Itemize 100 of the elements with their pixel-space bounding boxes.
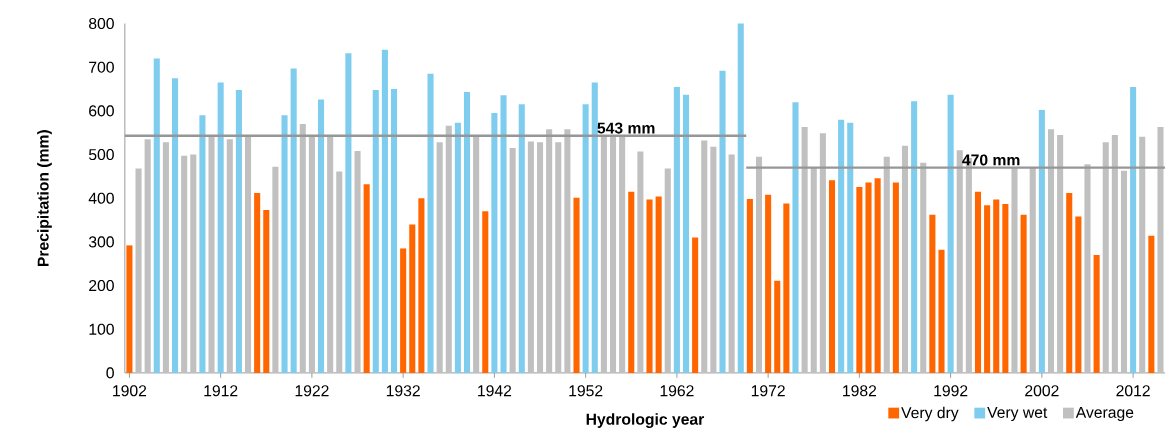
- bar: [162, 142, 169, 374]
- bar: [728, 154, 735, 374]
- y-axis-title: Precipitation (mm): [37, 130, 52, 267]
- bar: [609, 135, 617, 374]
- bar: [947, 94, 954, 374]
- bar: [172, 78, 179, 374]
- bar: [290, 68, 297, 374]
- bar: [1057, 135, 1064, 374]
- bar: [692, 237, 699, 374]
- bar: [272, 166, 279, 374]
- bar: [135, 168, 142, 374]
- bar: [208, 135, 215, 374]
- bar: [473, 135, 480, 374]
- y-tick-label: 100: [89, 323, 114, 335]
- bar: [327, 135, 334, 374]
- bar: [1148, 235, 1155, 374]
- bar: [427, 73, 434, 374]
- x-tick-label: 1952: [569, 385, 603, 397]
- bar: [564, 129, 571, 374]
- bar: [600, 135, 607, 374]
- bar: [1111, 135, 1118, 374]
- bar: [144, 139, 151, 374]
- bar: [838, 119, 845, 374]
- bar: [637, 151, 644, 374]
- legend-label: Very wet: [987, 407, 1048, 422]
- x-tick-label: 1982: [843, 385, 877, 397]
- legend-label: Average: [1075, 407, 1134, 422]
- bar: [901, 145, 909, 374]
- bar: [536, 142, 544, 374]
- bar: [527, 141, 534, 374]
- bar: [509, 148, 516, 374]
- bar: [984, 205, 991, 374]
- bar: [673, 87, 680, 374]
- bar: [828, 180, 836, 374]
- bar: [126, 245, 133, 374]
- x-tick-label: 2002: [1025, 385, 1059, 397]
- x-tick-label: 1942: [478, 385, 512, 397]
- annotation: 470 mm: [962, 154, 1020, 166]
- bar: [217, 82, 224, 374]
- bar: [363, 184, 370, 374]
- bar: [874, 178, 881, 374]
- bar: [1093, 255, 1100, 374]
- bar: [1038, 110, 1045, 374]
- bar: [892, 182, 899, 374]
- bar: [664, 168, 671, 374]
- bar: [801, 127, 808, 374]
- bar: [482, 211, 489, 374]
- bar: [1130, 87, 1137, 374]
- bar: [929, 214, 936, 374]
- bar: [1047, 129, 1055, 374]
- bar: [546, 129, 553, 374]
- bar: [317, 99, 325, 374]
- bar: [974, 191, 982, 374]
- bar: [1011, 167, 1018, 374]
- bar: [993, 199, 1000, 374]
- bar: [445, 125, 452, 374]
- bar: [573, 197, 580, 374]
- bar: [190, 154, 197, 374]
- bar: [682, 94, 690, 374]
- y-tick-label: 300: [88, 236, 114, 248]
- bar: [1139, 136, 1146, 374]
- bar: [865, 182, 872, 374]
- x-tick-label: 2012: [1116, 385, 1150, 397]
- bar: [281, 115, 288, 374]
- bar: [235, 90, 242, 374]
- bar: [591, 82, 598, 374]
- bar: [254, 193, 261, 374]
- y-tick-label: 600: [89, 105, 114, 117]
- x-tick-label: 1992: [934, 385, 968, 397]
- bar: [774, 280, 781, 374]
- x-tick-label: 1922: [295, 385, 329, 397]
- x-tick-label: 1962: [660, 385, 694, 397]
- bar: [701, 140, 708, 374]
- x-axis-title: Hydrologic year: [586, 413, 705, 429]
- bar: [181, 156, 188, 374]
- bar: [263, 210, 270, 374]
- bar: [1102, 142, 1109, 374]
- bar: [463, 92, 471, 374]
- bar: [390, 89, 398, 374]
- bar: [710, 146, 717, 374]
- bar: [792, 102, 799, 374]
- bar: [1157, 127, 1164, 374]
- bar: [555, 142, 562, 374]
- bar: [381, 49, 388, 374]
- bar: [1029, 167, 1036, 374]
- bar: [199, 115, 206, 374]
- bar: [646, 199, 653, 374]
- bar: [454, 122, 461, 374]
- bar: [436, 142, 443, 374]
- x-tick-label: 1972: [751, 385, 785, 397]
- bar: [518, 104, 525, 374]
- bar: [819, 133, 826, 374]
- bar: [1002, 204, 1009, 374]
- y-tick-label: 0: [106, 367, 114, 379]
- x-tick-label: 1902: [113, 385, 147, 397]
- annotation: 543 mm: [597, 122, 655, 134]
- y-tick-label: 500: [88, 149, 114, 161]
- bar: [1020, 214, 1027, 374]
- bar: [810, 167, 817, 374]
- bar: [755, 156, 763, 374]
